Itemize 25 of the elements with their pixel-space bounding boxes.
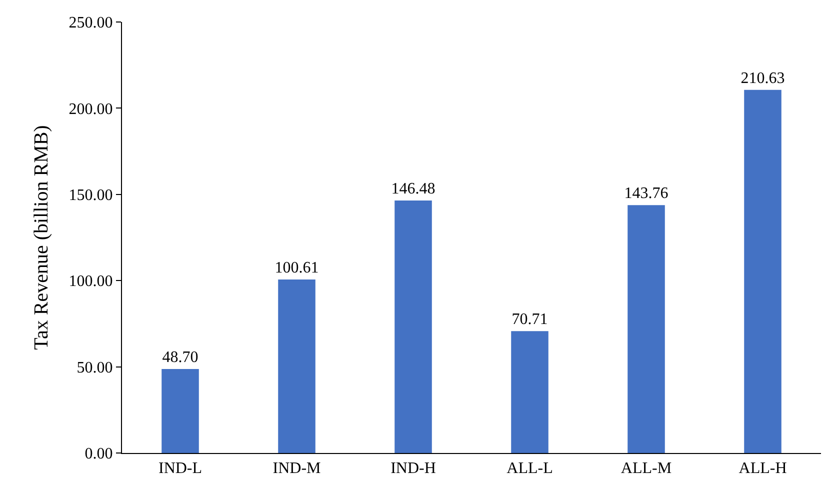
x-tick-label: ALL-H — [738, 460, 788, 478]
data-label: 143.76 — [624, 185, 668, 202]
data-label: 70.71 — [512, 311, 548, 328]
y-tick-label: 250.00 — [68, 14, 113, 32]
y-tick-label: 50.00 — [76, 359, 113, 376]
x-tick-label: IND-H — [390, 460, 436, 478]
bar — [278, 280, 316, 453]
y-tick-label: 0.00 — [84, 446, 113, 463]
y-tick-label: 150.00 — [68, 187, 113, 204]
y-tick-label: 200.00 — [68, 100, 113, 118]
data-label: 100.61 — [274, 260, 319, 277]
data-label: 146.48 — [391, 180, 436, 198]
bar — [511, 331, 548, 453]
data-label: 210.63 — [740, 70, 785, 87]
y-tick-label: 100.00 — [68, 273, 113, 290]
bar — [628, 205, 665, 453]
data-label: 48.70 — [162, 349, 198, 366]
y-axis-title: Tax Revenue (billion RMB) — [30, 125, 52, 350]
x-tick-label: ALL-M — [620, 460, 672, 478]
bar — [394, 200, 432, 453]
x-tick-label: IND-M — [272, 460, 321, 478]
x-tick-label: ALL-L — [506, 460, 553, 478]
x-tick-label: IND-L — [158, 460, 202, 478]
bar — [162, 369, 199, 453]
bar — [744, 90, 782, 453]
